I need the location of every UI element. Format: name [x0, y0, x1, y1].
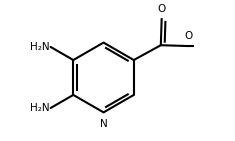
- Text: H₂N: H₂N: [30, 103, 49, 113]
- Text: O: O: [185, 31, 193, 41]
- Text: H₂N: H₂N: [30, 42, 49, 52]
- Text: O: O: [157, 4, 166, 14]
- Text: N: N: [100, 119, 107, 129]
